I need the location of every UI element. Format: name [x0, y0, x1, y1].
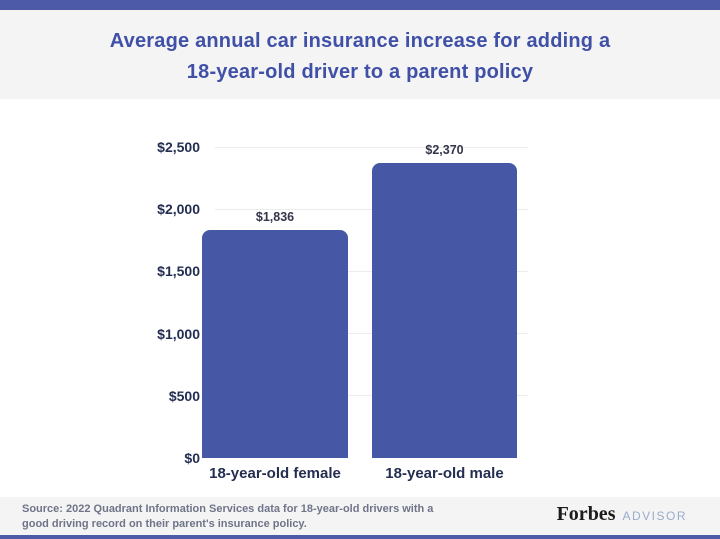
- chart-header: Average annual car insurance increase fo…: [0, 10, 720, 99]
- y-axis-tick-label: $0: [184, 450, 200, 466]
- bar-value-label: $2,370: [425, 143, 464, 158]
- y-axis-tick-label: $1,500: [157, 263, 200, 280]
- x-axis-category-label: 18-year-old female: [209, 465, 341, 482]
- x-axis-category-label: 18-year-old male: [385, 465, 504, 482]
- y-axis-tick-label: $1,000: [157, 325, 200, 342]
- top-accent-bar: [0, 0, 720, 10]
- plot-area: $0 $500 $1,000 $1,500 $2,000 $2,500 $1,836 18-y…: [0, 99, 720, 497]
- bar-value-label: $1,836: [255, 209, 295, 224]
- bar-18-year-old-male: [372, 163, 517, 458]
- gridline: [215, 333, 528, 335]
- gridline: [215, 146, 528, 148]
- gridline: [215, 395, 528, 397]
- y-axis-tick-label: $500: [168, 387, 200, 404]
- gridline: [215, 208, 528, 210]
- y-axis-tick-label: $2,500: [157, 139, 200, 155]
- y-axis-tick-label: $2,000: [157, 201, 200, 218]
- chart-title-line1: Average annual car insurance increase fo…: [109, 30, 611, 52]
- source-note-line2: good driving record on their parent's in…: [22, 518, 307, 530]
- advisor-wordmark: ADVISOR: [622, 509, 687, 523]
- gridline: [215, 270, 528, 272]
- source-note-line1: Source: 2022 Quadrant Information Servic…: [22, 503, 434, 515]
- bottom-accent-bar: [0, 535, 720, 539]
- forbes-wordmark: Forbes: [556, 503, 616, 525]
- forbes-advisor-logo: Forbes ADVISOR: [557, 503, 687, 526]
- source-note: Source: 2022 Quadrant Information Servic…: [22, 502, 482, 532]
- chart-footer: Source: 2022 Quadrant Information Servic…: [0, 497, 720, 535]
- chart-title-line2: 18-year-old driver to a parent policy: [186, 61, 534, 83]
- bar-18-year-old-female: [202, 229, 348, 458]
- chart-title: Average annual car insurance increase fo…: [0, 10, 720, 88]
